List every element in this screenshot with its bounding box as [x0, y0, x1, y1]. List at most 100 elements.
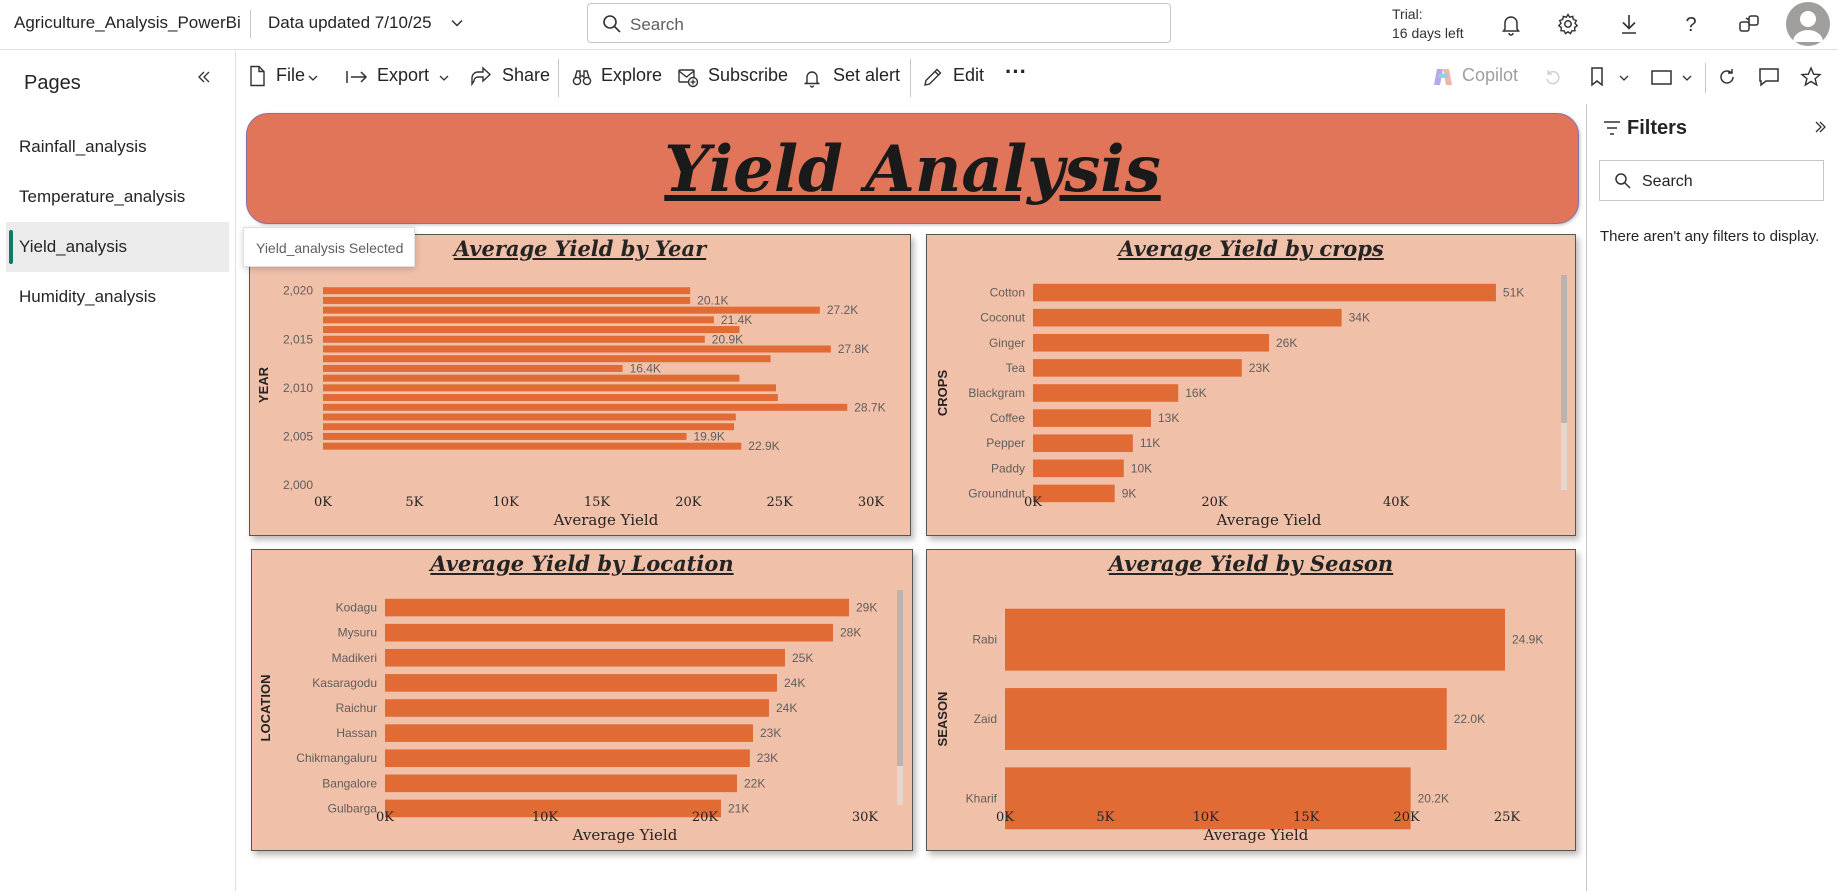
x-tick-label: 20K	[1393, 810, 1420, 825]
data-label: 13K	[1158, 411, 1179, 425]
data-updated-label[interactable]: Data updated 7/10/25	[268, 13, 432, 32]
bar	[1033, 409, 1151, 427]
bar	[385, 749, 750, 768]
share-people-icon[interactable]	[1736, 12, 1762, 41]
category-label: Pepper	[986, 436, 1025, 450]
more-options-button[interactable]: ···	[1005, 59, 1027, 84]
category-label: Coffee	[990, 411, 1025, 425]
pages-pane: Pages Rainfall_analysis Temperature_anal…	[0, 51, 236, 891]
gear-icon[interactable]	[1556, 12, 1580, 41]
page-item-label: Rainfall_analysis	[19, 137, 147, 156]
data-label: 27.2K	[827, 303, 858, 317]
bar	[323, 326, 740, 334]
bar	[323, 355, 771, 363]
category-label: Mysuru	[338, 626, 377, 640]
data-label: 28K	[840, 626, 861, 640]
page-item-yield[interactable]: Yield_analysis	[6, 222, 229, 272]
chart-yield-by-year[interactable]: Average Yield by Year 22.9K 19.9K 28.7K 16.…	[249, 234, 911, 536]
data-label: 28.7K	[854, 400, 885, 414]
bar	[323, 345, 831, 353]
download-icon[interactable]	[1617, 12, 1641, 41]
x-tick-label: 5K	[1096, 810, 1114, 825]
category-label: Raichur	[336, 701, 377, 715]
divider	[1705, 63, 1706, 93]
bookmark-icon[interactable]	[1588, 66, 1606, 93]
x-tick-label: 20K	[692, 810, 719, 825]
chart-title: Average Yield by Year	[453, 236, 707, 261]
x-tick-label: 20K	[1201, 495, 1228, 510]
copilot-button[interactable]: Copilot	[1462, 65, 1519, 85]
search-input[interactable]: Search	[587, 3, 1171, 43]
file-icon[interactable]	[248, 65, 266, 92]
page-item-rainfall[interactable]: Rainfall_analysis	[6, 122, 229, 172]
svg-text:?: ?	[1685, 14, 1696, 36]
data-label: 16.4K	[630, 361, 661, 375]
pencil-icon[interactable]	[922, 66, 944, 93]
bell-icon[interactable]	[1499, 12, 1523, 41]
chevron-down-icon[interactable]	[307, 71, 319, 89]
set-alert-button[interactable]: Set alert	[833, 65, 901, 85]
search-placeholder: Search	[630, 15, 684, 34]
export-menu[interactable]: Export	[377, 65, 430, 85]
share-button[interactable]: Share	[502, 65, 551, 85]
category-label: Paddy	[991, 461, 1025, 475]
refresh-icon[interactable]	[1717, 67, 1737, 92]
chart-yield-by-crops[interactable]: Average Yield by crops Cotton 51K Coconut 3…	[926, 234, 1576, 536]
chart-title: Average Yield by Location	[430, 551, 734, 576]
data-label: 24.9K	[1512, 633, 1543, 647]
chart-yield-by-season[interactable]: Average Yield by Season Rabi 24.9K Zaid 22.…	[926, 549, 1576, 851]
search-icon	[602, 14, 622, 39]
bar	[385, 699, 769, 717]
chevron-down-icon[interactable]	[1618, 71, 1630, 89]
explore-button[interactable]: Explore	[601, 65, 663, 85]
chart-yield-by-location[interactable]: Average Yield by Location Kodagu 29K Mysur…	[251, 549, 913, 851]
bar	[323, 374, 740, 382]
subscribe-icon[interactable]	[677, 66, 699, 93]
binoculars-icon[interactable]	[572, 69, 592, 92]
bar	[1005, 688, 1447, 750]
bar	[323, 306, 820, 314]
category-label: Rabi	[972, 633, 997, 647]
data-label: 21K	[728, 801, 749, 815]
copilot-icon[interactable]	[1431, 66, 1455, 93]
avatar[interactable]	[1786, 2, 1830, 46]
y-axis-label: LOCATION	[258, 675, 273, 742]
category-label: Gulbarga	[328, 801, 378, 815]
data-label: 24K	[776, 701, 797, 715]
subscribe-button[interactable]: Subscribe	[708, 65, 789, 85]
bar	[385, 799, 721, 818]
x-tick-label: 0K	[376, 810, 394, 825]
chevron-down-icon[interactable]	[1681, 71, 1693, 89]
share-icon[interactable]	[470, 66, 492, 91]
expand-icon[interactable]	[1813, 120, 1827, 139]
star-icon[interactable]	[1800, 66, 1822, 93]
page-item-temperature[interactable]: Temperature_analysis	[6, 172, 229, 222]
data-label: 51K	[1503, 286, 1524, 300]
bar	[323, 316, 714, 324]
app-title[interactable]: Agriculture_Analysis_PowerBi	[14, 13, 241, 32]
bar	[1033, 359, 1242, 377]
export-icon[interactable]	[345, 68, 369, 91]
bar	[323, 384, 777, 392]
collapse-pane-icon[interactable]	[196, 69, 212, 90]
category-label: Cotton	[990, 286, 1025, 300]
filters-pane: Filters Search There aren't any filters …	[1586, 104, 1838, 891]
top-bar: Agriculture_Analysis_PowerBi Data update…	[0, 0, 1838, 50]
view-icon[interactable]	[1650, 68, 1674, 91]
bell-icon[interactable]	[803, 68, 821, 93]
file-menu[interactable]: File	[276, 65, 306, 85]
comment-icon[interactable]	[1758, 67, 1780, 92]
x-tick-label: 30K	[852, 810, 879, 825]
chart-yield-by-year-plot: 22.9K 19.9K 28.7K 16.4K 27.8K 20.9K 21.4K 27.2K…	[256, 284, 886, 529]
bar	[385, 623, 833, 642]
help-icon[interactable]: ?	[1679, 11, 1703, 42]
data-label: 26K	[1276, 336, 1297, 350]
chevron-down-icon[interactable]	[438, 71, 450, 89]
filters-search-input[interactable]: Search	[1599, 160, 1824, 201]
page-item-humidity[interactable]: Humidity_analysis	[6, 272, 229, 322]
pages-title: Pages	[24, 72, 81, 94]
filters-empty-message: There aren't any filters to display.	[1600, 228, 1820, 245]
category-label: Groundnut	[968, 486, 1025, 500]
chevron-down-icon[interactable]	[450, 16, 464, 35]
edit-button[interactable]: Edit	[953, 65, 985, 85]
